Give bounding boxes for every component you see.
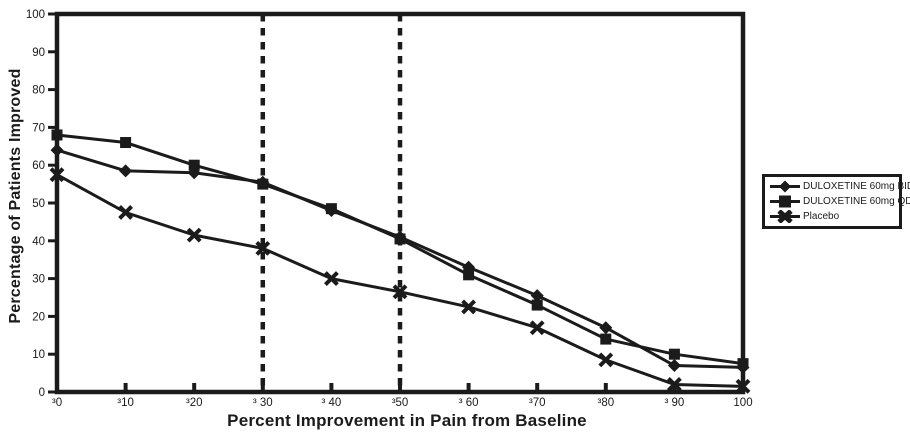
y-tick-label: 30: [32, 274, 45, 286]
x-tick-label: ³ 90: [664, 397, 684, 409]
x-tick-label: ³20: [186, 397, 203, 409]
x-tick-label: ³ 60: [459, 397, 479, 409]
x-tick-label: ³50: [392, 397, 409, 409]
y-axis-title: Percentage of Patients Improved: [7, 68, 24, 324]
y-tick-label: 40: [32, 236, 45, 248]
square-marker-icon: [737, 358, 749, 370]
x-marker-icon: [735, 378, 751, 394]
legend-label: DULOXETINE 60mg BID: [803, 181, 910, 192]
x-tick-label: ³70: [529, 397, 546, 409]
plot-frame: [54, 11, 746, 395]
y-tick-label: 100: [26, 9, 45, 21]
legend: DULOXETINE 60mg BID DULOXETINE 60mg QD P…: [762, 174, 910, 229]
y-tick-label: 90: [32, 47, 45, 59]
series-duloxetine-60mg-qd: [51, 129, 749, 370]
square-marker-icon: [668, 348, 680, 360]
x-tick-label: ³ 40: [321, 397, 341, 409]
square-marker-icon: [188, 159, 200, 171]
legend-label: Placebo: [803, 211, 840, 222]
diamond-marker-icon: [667, 359, 681, 373]
square-marker-icon: [394, 233, 406, 245]
legend-entry-duloxetine-bid: DULOXETINE 60mg BID: [769, 180, 910, 193]
legend-entry-duloxetine-qd: DULOXETINE 60mg QD: [769, 195, 910, 208]
square-marker-icon: [120, 137, 132, 149]
x-marker-icon: [186, 227, 202, 243]
x-marker-icon: [255, 240, 271, 256]
x-marker-icon: [666, 377, 682, 392]
x-marker-icon: [392, 284, 408, 300]
diamond-marker-icon: [119, 164, 133, 178]
square-marker-icon: [770, 195, 800, 208]
x-tick-label: ³10: [117, 397, 134, 409]
y-tick-label: 0: [39, 387, 45, 399]
x-marker-icon: [461, 299, 477, 315]
x-marker-icon: [529, 320, 545, 336]
x-marker-icon: [598, 352, 614, 368]
legend-label: DULOXETINE 60mg QD: [803, 196, 910, 207]
y-tick-label: 20: [32, 311, 45, 323]
y-tick-label: 10: [32, 349, 45, 361]
series-placebo: [49, 167, 751, 394]
x-tick-label: ³0: [52, 397, 62, 409]
square-marker-icon: [325, 203, 337, 215]
x-axis-title: Percent Improvement in Pain from Baselin…: [227, 411, 587, 430]
square-marker-icon: [531, 299, 543, 311]
x-marker-icon: [323, 271, 339, 287]
square-marker-icon: [463, 269, 475, 281]
square-marker-icon: [51, 129, 63, 141]
y-tick-label: 60: [32, 160, 45, 172]
y-tick-label: 70: [32, 122, 45, 134]
square-marker-icon: [257, 178, 269, 190]
x-marker-icon: [118, 205, 134, 220]
x-tick-label: 100: [733, 397, 752, 409]
x-marker-icon: [49, 167, 65, 183]
diamond-marker-icon: [530, 289, 544, 303]
y-tick-label: 80: [32, 85, 45, 97]
diamond-marker-icon: [770, 180, 800, 193]
x-tick-label: ³80: [597, 397, 614, 409]
diamond-marker-icon: [599, 321, 613, 335]
x-marker-icon: [770, 210, 800, 223]
legend-entry-placebo: Placebo: [769, 210, 897, 223]
y-tick-label: 50: [32, 198, 45, 210]
square-marker-icon: [600, 333, 612, 345]
x-tick-label: ³ 30: [253, 397, 273, 409]
diamond-marker-icon: [50, 143, 64, 157]
